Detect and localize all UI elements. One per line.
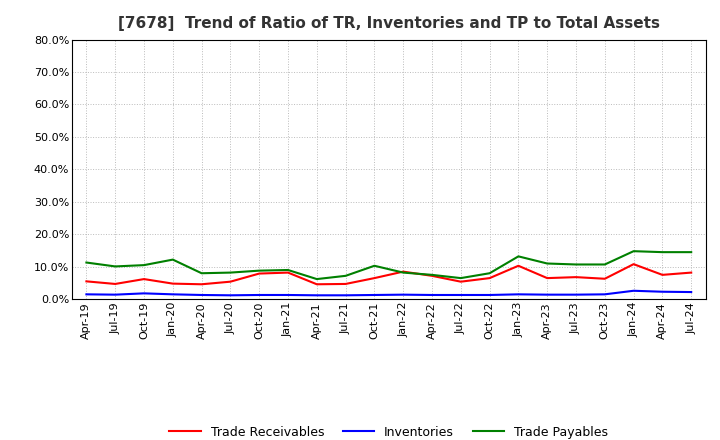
Inventories	[514, 292, 523, 297]
Inventories	[82, 292, 91, 297]
Trade Receivables	[82, 279, 91, 284]
Inventories	[284, 292, 292, 297]
Trade Payables	[543, 261, 552, 266]
Trade Receivables	[370, 275, 379, 281]
Inventories	[370, 292, 379, 297]
Inventories	[600, 292, 609, 297]
Inventories	[399, 292, 408, 297]
Trade Receivables	[197, 282, 206, 287]
Trade Receivables	[312, 282, 321, 287]
Trade Payables	[629, 249, 638, 254]
Trade Payables	[226, 270, 235, 275]
Line: Trade Receivables: Trade Receivables	[86, 264, 691, 284]
Inventories	[341, 293, 350, 298]
Trade Payables	[197, 271, 206, 276]
Trade Receivables	[514, 263, 523, 268]
Inventories	[226, 293, 235, 298]
Trade Receivables	[543, 275, 552, 281]
Trade Receivables	[111, 281, 120, 286]
Inventories	[687, 290, 696, 295]
Line: Trade Payables: Trade Payables	[86, 251, 691, 279]
Trade Payables	[284, 268, 292, 273]
Trade Receivables	[485, 275, 494, 281]
Trade Receivables	[284, 270, 292, 275]
Inventories	[456, 292, 465, 297]
Inventories	[543, 292, 552, 297]
Trade Receivables	[687, 270, 696, 275]
Trade Receivables	[341, 281, 350, 286]
Trade Receivables	[140, 276, 148, 282]
Trade Payables	[168, 257, 177, 262]
Trade Payables	[82, 260, 91, 265]
Inventories	[658, 289, 667, 294]
Trade Payables	[111, 264, 120, 269]
Inventories	[629, 288, 638, 293]
Trade Payables	[140, 263, 148, 268]
Inventories	[312, 293, 321, 298]
Trade Payables	[255, 268, 264, 273]
Inventories	[111, 292, 120, 297]
Inventories	[485, 292, 494, 297]
Trade Payables	[312, 276, 321, 282]
Trade Payables	[600, 262, 609, 267]
Trade Payables	[370, 263, 379, 268]
Trade Payables	[485, 271, 494, 276]
Trade Receivables	[572, 275, 580, 280]
Trade Payables	[687, 249, 696, 255]
Inventories	[140, 291, 148, 296]
Trade Receivables	[168, 281, 177, 286]
Inventories	[428, 292, 436, 297]
Trade Receivables	[399, 269, 408, 274]
Trade Receivables	[226, 279, 235, 284]
Trade Payables	[658, 249, 667, 255]
Inventories	[197, 292, 206, 297]
Inventories	[572, 292, 580, 297]
Title: [7678]  Trend of Ratio of TR, Inventories and TP to Total Assets: [7678] Trend of Ratio of TR, Inventories…	[118, 16, 660, 32]
Trade Receivables	[428, 273, 436, 279]
Trade Receivables	[255, 271, 264, 276]
Trade Payables	[456, 275, 465, 281]
Inventories	[255, 292, 264, 297]
Trade Receivables	[456, 279, 465, 284]
Trade Payables	[399, 270, 408, 275]
Legend: Trade Receivables, Inventories, Trade Payables: Trade Receivables, Inventories, Trade Pa…	[164, 421, 613, 440]
Trade Payables	[428, 272, 436, 278]
Trade Receivables	[658, 272, 667, 278]
Trade Payables	[341, 273, 350, 279]
Trade Receivables	[629, 261, 638, 267]
Line: Inventories: Inventories	[86, 291, 691, 295]
Trade Receivables	[600, 276, 609, 282]
Inventories	[168, 292, 177, 297]
Trade Payables	[514, 254, 523, 259]
Trade Payables	[572, 262, 580, 267]
